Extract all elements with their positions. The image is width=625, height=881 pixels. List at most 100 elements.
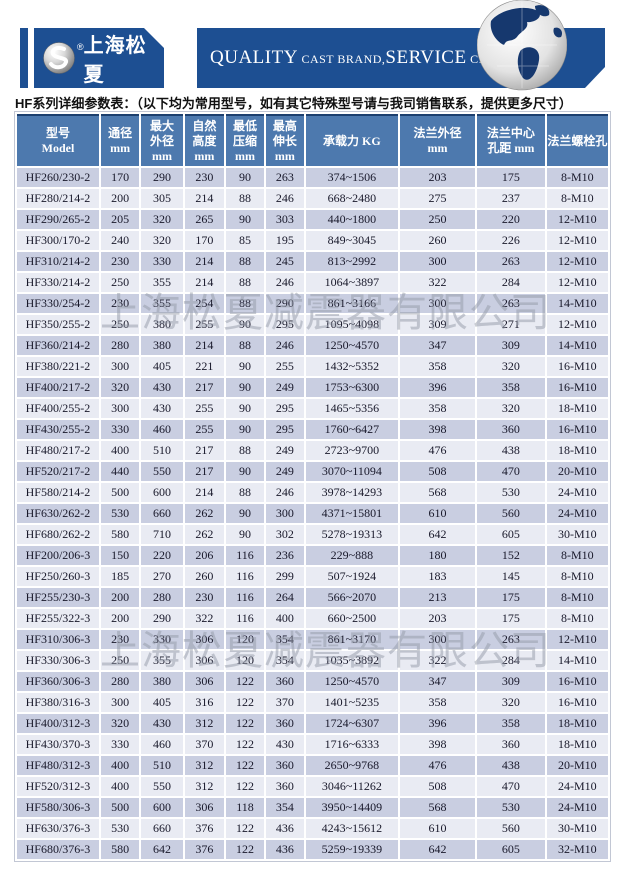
value-cell: 214 [184, 252, 225, 271]
value-cell: 263 [265, 168, 304, 187]
value-cell: 255 [265, 357, 304, 376]
value-cell: 4371~15801 [305, 504, 398, 523]
value-cell: 90 [226, 399, 264, 418]
value-cell: 214 [184, 189, 225, 208]
table-row: HF430/370-3 330 460 370 122 430 1716~6333 398 36… [17, 735, 608, 754]
value-cell: 14-M10 [546, 336, 608, 355]
model-cell: HF255/322-3 [17, 609, 99, 628]
value-cell: 205 [100, 210, 140, 229]
model-cell: HF520/217-2 [17, 462, 99, 481]
value-cell: 309 [399, 315, 476, 334]
value-cell: 250 [100, 273, 140, 292]
value-cell: 118 [226, 798, 264, 817]
value-cell: 376 [184, 840, 225, 859]
value-cell: 398 [399, 735, 476, 754]
value-cell: 4243~15612 [305, 819, 398, 838]
value-cell: 5259~19339 [305, 840, 398, 859]
model-cell: HF480/312-3 [17, 756, 99, 775]
brand-name: 上海松夏 [83, 35, 147, 86]
value-cell: 642 [141, 840, 183, 859]
value-cell: 246 [265, 336, 304, 355]
value-cell: 217 [184, 378, 225, 397]
value-cell: 300 [100, 693, 140, 712]
value-cell: 220 [141, 546, 183, 565]
value-cell: 230 [100, 630, 140, 649]
value-cell: 14-M10 [546, 651, 608, 670]
table-row: HF580/306-3 500 600 306 118 354 3950~14409 568 5… [17, 798, 608, 817]
value-cell: 360 [265, 672, 304, 691]
value-cell: 255 [184, 315, 225, 334]
model-cell: HF300/170-2 [17, 231, 99, 250]
table-caption: HF系列详细参数表：（以下均为常用型号，如有其它特殊型号请与我司销售联系，提供更… [15, 96, 572, 111]
table-row: HF350/255-2 250 380 255 90 295 1095~4098 309 271… [17, 315, 608, 334]
model-cell: HF380/221-2 [17, 357, 99, 376]
model-cell: HF360/306-3 [17, 672, 99, 691]
value-cell: 249 [265, 441, 304, 460]
value-cell: 214 [184, 273, 225, 292]
model-cell: HF330/214-2 [17, 273, 99, 292]
table-row: HF260/230-2 170 290 230 90 263 374~1506 203 175 8… [17, 168, 608, 187]
value-cell: 330 [141, 630, 183, 649]
model-cell: HF400/255-2 [17, 399, 99, 418]
value-cell: 122 [226, 819, 264, 838]
model-cell: HF280/214-2 [17, 189, 99, 208]
value-cell: 396 [399, 378, 476, 397]
table-row: HF630/262-2 530 660 262 90 300 4371~15801 610 56… [17, 504, 608, 523]
value-cell: 85 [226, 231, 264, 250]
table-row: HF310/306-3 230 330 306 120 354 861~3170 300 263… [17, 630, 608, 649]
value-cell: 290 [141, 609, 183, 628]
value-cell: 470 [477, 777, 545, 796]
value-cell: 322 [399, 651, 476, 670]
parameters-table: 型号 Model 通径 mm 最大 外径 mm 自然 高度 mm 最低 压缩 mm 最高 … [15, 112, 610, 861]
value-cell: 1035~3892 [305, 651, 398, 670]
value-cell: 230 [184, 168, 225, 187]
songxia-sphere-logo-icon [42, 41, 76, 75]
value-cell: 255 [184, 420, 225, 439]
value-cell: 249 [265, 378, 304, 397]
value-cell: 12-M10 [546, 210, 608, 229]
value-cell: 230 [184, 588, 225, 607]
value-cell: 660 [141, 504, 183, 523]
value-cell: 203 [399, 609, 476, 628]
header-row: 型号 Model 通径 mm 最大 外径 mm 自然 高度 mm 最低 压缩 mm 最高 … [17, 114, 608, 166]
table-row: HF430/255-2 330 460 255 90 295 1760~6427 398 360… [17, 420, 608, 439]
table-row: HF360/306-3 280 380 306 122 360 1250~4570 347 30… [17, 672, 608, 691]
value-cell: 213 [399, 588, 476, 607]
value-cell: 217 [184, 462, 225, 481]
value-cell: 30-M10 [546, 819, 608, 838]
value-cell: 530 [100, 819, 140, 838]
value-cell: 88 [226, 441, 264, 460]
value-cell: 400 [265, 609, 304, 628]
value-cell: 12-M10 [546, 231, 608, 250]
value-cell: 122 [226, 735, 264, 754]
value-cell: 530 [477, 798, 545, 817]
value-cell: 316 [184, 693, 225, 712]
value-cell: 16-M10 [546, 420, 608, 439]
table-row: HF630/376-3 530 660 376 122 436 4243~15612 610 5… [17, 819, 608, 838]
value-cell: 263 [477, 630, 545, 649]
value-cell: 400 [100, 756, 140, 775]
value-cell: 347 [399, 672, 476, 691]
value-cell: 396 [399, 714, 476, 733]
value-cell: 360 [265, 756, 304, 775]
column-header-model: 型号 Model [17, 114, 99, 166]
model-cell: HF630/376-3 [17, 819, 99, 838]
value-cell: 254 [184, 294, 225, 313]
value-cell: 12-M10 [546, 315, 608, 334]
value-cell: 610 [399, 504, 476, 523]
value-cell: 24-M10 [546, 798, 608, 817]
value-cell: 230 [100, 252, 140, 271]
value-cell: 90 [226, 504, 264, 523]
table-row: HF520/312-3 400 550 312 122 360 3046~11262 508 4… [17, 777, 608, 796]
value-cell: 642 [399, 525, 476, 544]
value-cell: 90 [226, 420, 264, 439]
value-cell: 8-M10 [546, 588, 608, 607]
value-cell: 18-M10 [546, 441, 608, 460]
table-body: HF260/230-2 170 290 230 90 263 374~1506 203 175 8… [17, 168, 608, 859]
model-cell: HF310/214-2 [17, 252, 99, 271]
value-cell: 229~888 [305, 546, 398, 565]
model-cell: HF680/262-2 [17, 525, 99, 544]
value-cell: 330 [141, 252, 183, 271]
value-cell: 88 [226, 294, 264, 313]
value-cell: 255 [184, 399, 225, 418]
